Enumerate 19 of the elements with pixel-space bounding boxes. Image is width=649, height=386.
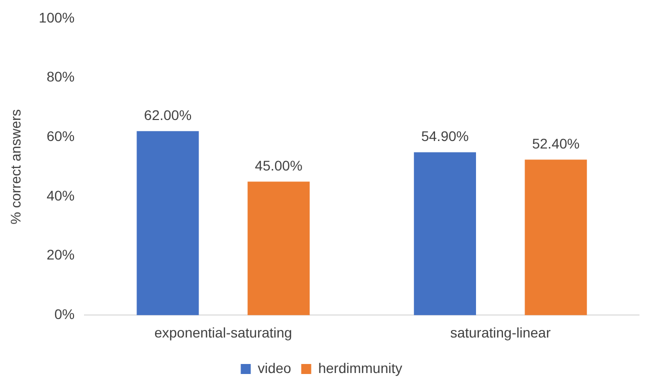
bar [136, 131, 199, 316]
y-tick-label: 80% [46, 68, 75, 85]
x-tick-label: exponential-saturating [154, 324, 292, 340]
y-tick-label: 0% [54, 306, 75, 322]
y-tick-label: 40% [46, 187, 75, 204]
y-axis-title: % correct answers [7, 109, 24, 224]
y-tick-label: 100% [38, 9, 75, 26]
y-tick-label: 20% [46, 246, 75, 263]
legend-label: video [258, 360, 292, 376]
bar [524, 160, 587, 316]
bar [248, 182, 310, 316]
data-label: 54.90% [421, 128, 469, 144]
data-label: 62.00% [144, 107, 192, 124]
y-tick-label: 60% [46, 128, 75, 144]
x-tick-label: saturating-linear [450, 324, 551, 340]
data-label: 52.40% [532, 136, 580, 152]
data-label: 45.00% [254, 158, 302, 174]
bar [414, 152, 476, 316]
legend-label: herdimmunity [318, 360, 402, 376]
